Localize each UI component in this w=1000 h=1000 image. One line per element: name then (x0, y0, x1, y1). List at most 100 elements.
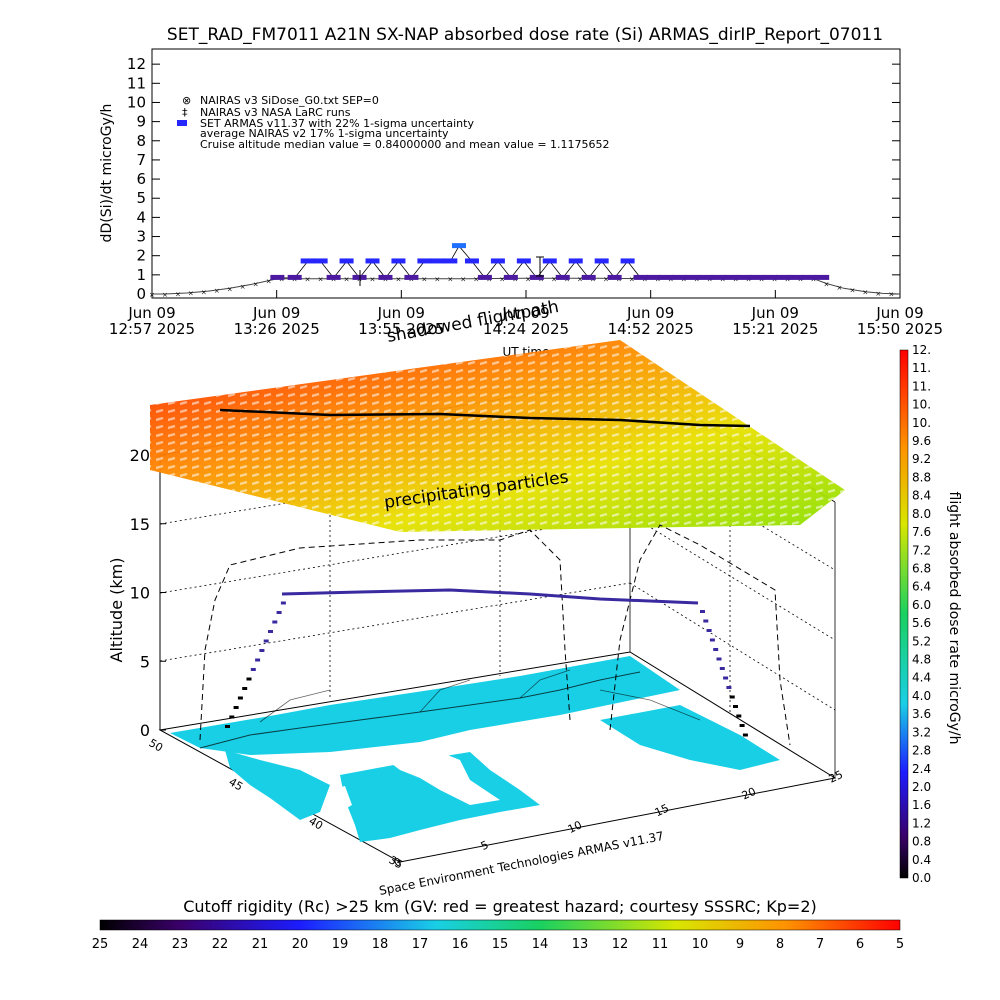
x-tick-label-time: 14:52 2025 (608, 320, 694, 338)
nairas-point: × (201, 289, 207, 297)
armas-series (270, 243, 830, 280)
bottom-colorbar-tick-label: 14 (532, 937, 549, 952)
bottom-colorbar-tick-label: 15 (492, 937, 509, 952)
right-colorbar-tick-label: 3.2 (912, 725, 931, 739)
bottom-colorbar-tick-label: 8 (776, 937, 784, 952)
bottom-colorbar-tick-label: 18 (372, 937, 389, 952)
armas-point (503, 274, 518, 280)
armas-point (542, 258, 557, 264)
right-colorbar-tick-label: 6.0 (912, 598, 931, 612)
land-sardinia (330, 786, 352, 812)
hazard-field-dash-overlay (150, 340, 845, 532)
nairas-point: × (447, 276, 453, 284)
lon-ticks: 0 5 10 15 20 25 (392, 768, 845, 870)
nairas-point: × (551, 275, 557, 283)
armas-point (659, 274, 674, 280)
shadow-flightpath-top (219, 408, 751, 428)
armas-point (568, 258, 583, 264)
bottom-colorbar-tick-label: 10 (692, 937, 709, 952)
z-tick-label: 0 (140, 721, 150, 740)
armas-point (763, 274, 778, 280)
nairas-point: × (344, 276, 350, 284)
sea-region-west (225, 750, 330, 820)
ascent-point (272, 620, 278, 624)
descent-point (703, 619, 709, 623)
x-tick-label-date: Jun 09 (127, 304, 175, 322)
armas-point (750, 274, 765, 280)
right-colorbar-tick-label: 0.0 (912, 871, 931, 885)
border-path (259, 669, 701, 723)
ascent-point (225, 725, 230, 728)
x-tick-label-time: 15:50 2025 (857, 320, 943, 338)
nairas-point: × (305, 276, 311, 284)
descent-point (726, 686, 732, 689)
ascent-point (233, 706, 239, 709)
x-tick-label-date: Jun 09 (875, 304, 923, 322)
lat-tick-label: 35 (387, 853, 406, 871)
nairas-point: × (227, 285, 233, 293)
error-bars (359, 256, 544, 286)
nairas-point: × (603, 275, 609, 283)
nairas-point: × (266, 278, 272, 286)
nairas-point: × (149, 291, 155, 299)
armas-point (326, 274, 341, 280)
armas-point (581, 274, 596, 280)
bottom-colorbar-gradient (99, 919, 901, 931)
right-colorbar-tick-label: 8.4 (912, 489, 931, 503)
lon-tick-label: 20 (740, 785, 758, 803)
armas-point (776, 274, 791, 280)
armas-point (737, 274, 752, 280)
right-colorbar-tick-label: 6.8 (912, 561, 931, 575)
right-colorbar-tick-label: 1.6 (912, 798, 931, 812)
armas-point (607, 274, 622, 280)
armas-point (594, 258, 609, 264)
y-tick-label: 1 (136, 266, 146, 284)
armas-point (815, 274, 830, 280)
descent-point (719, 667, 725, 670)
y-tick-label: 10 (127, 93, 146, 111)
y-tick-label: 7 (136, 151, 146, 169)
x-tick-label-time: 15:21 2025 (732, 320, 818, 338)
bottom-colorbar-tick-label: 13 (572, 937, 589, 952)
armas-point (464, 258, 479, 264)
right-colorbar-ticks: 0.0 0.4 0.8 1.2 1.6 2.0 2.4 2.8 3.2 3.6 4.0 4.4 4.8 5… (912, 343, 931, 885)
legend-marker-larc: ‡ (182, 106, 188, 119)
x-tick-label-time: 13:26 2025 (234, 320, 320, 338)
nairas-point: × (577, 275, 583, 283)
ascent-point (263, 639, 269, 643)
armas-point (802, 274, 817, 280)
armas-point (477, 274, 492, 280)
y-tick-label: 8 (136, 132, 146, 150)
right-colorbar-tick-label: 12. (912, 343, 931, 357)
lat-tick-label: 45 (227, 775, 246, 793)
bottom-colorbar-tick-label: 11 (652, 937, 669, 952)
right-colorbar-tick-label: 5.2 (912, 634, 931, 648)
bottom-colorbar-tick-label: 24 (132, 937, 149, 952)
top-y-axis-label: dD(Si)/dt microGy/h (99, 104, 115, 243)
right-colorbar-tick-label: 8.8 (912, 470, 931, 484)
armas-point (365, 258, 380, 264)
right-colorbar-tick-label: 9.2 (912, 452, 931, 466)
descent-point (716, 657, 722, 661)
right-colorbar-tick-label: 1.2 (912, 816, 931, 830)
armas-point (391, 258, 406, 264)
lon-tick-label: 10 (566, 818, 584, 836)
armas-point (620, 258, 635, 264)
bottom-colorbar-tick-label: 12 (612, 937, 629, 952)
z-tick-label: 5 (140, 652, 150, 671)
armas-point (789, 274, 804, 280)
ascent-point (237, 696, 243, 700)
right-colorbar-tick-label: 2.0 (912, 780, 931, 794)
nairas-point: × (888, 291, 894, 299)
ascent-point (229, 715, 235, 719)
lat-tick-label: 50 (147, 736, 166, 754)
y-tick-label: 6 (136, 170, 146, 188)
bottom-colorbar-tick-label: 21 (252, 937, 269, 952)
right-colorbar-tick-label: 2.4 (912, 762, 931, 776)
right-colorbar-tick-label: 9.6 (912, 434, 931, 448)
armas-point (270, 274, 285, 280)
y-tick-label: 2 (136, 247, 146, 265)
